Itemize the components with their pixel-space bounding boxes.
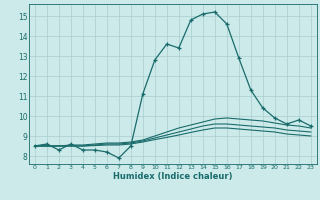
X-axis label: Humidex (Indice chaleur): Humidex (Indice chaleur): [113, 172, 233, 181]
